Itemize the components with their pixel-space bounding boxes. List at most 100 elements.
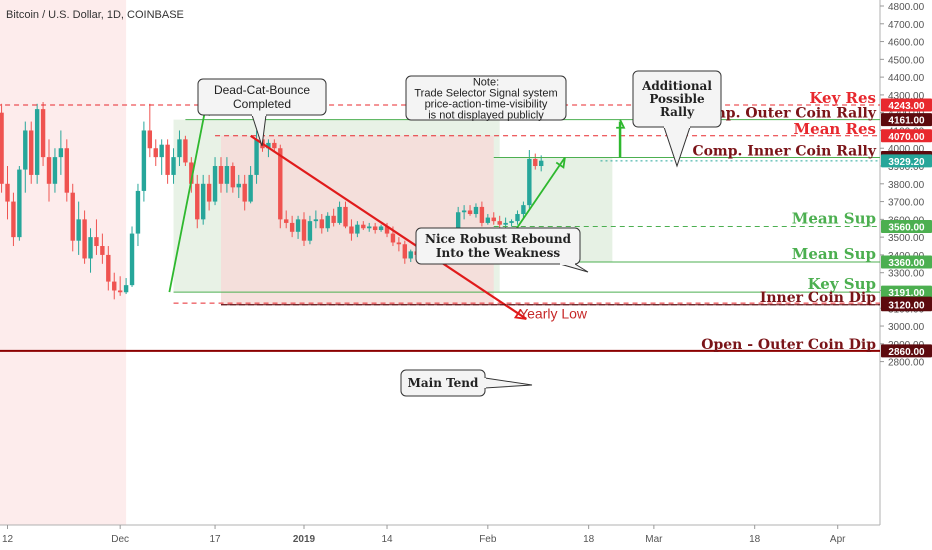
candle-body — [11, 201, 16, 238]
price-tick-label: 4700.00 — [888, 20, 925, 31]
candle-body — [106, 254, 111, 282]
candle-body — [266, 142, 271, 149]
candle-body — [289, 222, 295, 232]
candle-body — [337, 206, 342, 223]
price-tick-label: 3700.00 — [888, 198, 925, 209]
candle-body — [94, 237, 99, 247]
callout-text: price-action-time-visibility — [425, 98, 548, 110]
candle-body — [372, 226, 378, 231]
main-trend-arrow-head — [513, 308, 527, 320]
candle-body — [34, 109, 40, 175]
candle-body — [189, 162, 194, 184]
level-label: Mean Res — [794, 120, 876, 138]
candle-body — [171, 157, 176, 175]
time-tick-label: 2019 — [293, 534, 316, 545]
candle-body — [539, 160, 544, 167]
time-tick-label: Dec — [111, 534, 129, 545]
callout-text: Additional — [641, 79, 712, 93]
candle-body — [491, 217, 496, 222]
price-tag-text: 4161.00 — [888, 116, 925, 127]
callout-tail — [559, 263, 589, 273]
callout-box — [405, 75, 567, 121]
candle-body — [307, 221, 313, 241]
time-tick-label: Mar — [645, 534, 663, 545]
callout-box — [415, 227, 581, 265]
price-tag — [881, 129, 932, 143]
main-tend-callout: Main Tend — [400, 369, 533, 397]
candle-body — [396, 242, 402, 245]
price-tick-label: 4300.00 — [888, 91, 925, 102]
chart-title: Bitcoin / U.S. Dollar, 1D, COINBASE — [6, 9, 184, 21]
candle-body — [521, 205, 526, 215]
price-tag-text: 3360.00 — [888, 258, 925, 269]
candle-body — [100, 246, 105, 255]
candle-body — [88, 237, 93, 259]
candle-body — [473, 206, 479, 215]
price-tag-text: 3191.00 — [888, 288, 925, 299]
level-label: Key Sup — [808, 275, 876, 293]
candle-body — [177, 139, 182, 158]
candle-body — [17, 169, 22, 238]
candle-body — [58, 148, 64, 158]
candle-body — [165, 144, 170, 175]
candle-body — [123, 285, 129, 293]
main-trend-line — [250, 134, 527, 320]
rally-arrow-head — [616, 119, 626, 129]
time-tick-label: 18 — [583, 534, 595, 545]
candle-body — [76, 219, 81, 241]
candle-body — [159, 144, 164, 158]
price-tick-label: 4600.00 — [888, 38, 925, 49]
candle-body — [284, 219, 289, 223]
candle-body — [230, 166, 236, 188]
price-tick-label: 3000.00 — [888, 322, 925, 333]
candle-body — [272, 142, 277, 149]
candle-body — [183, 139, 188, 163]
candle-body — [378, 226, 384, 231]
price-tick-label: 2800.00 — [888, 358, 925, 369]
candle-body — [408, 251, 413, 259]
candle-body — [503, 222, 508, 225]
candle-body — [224, 166, 230, 184]
time-tick-label: 18 — [749, 534, 761, 545]
bearish-shade-region — [0, 0, 127, 525]
price-tag-text: 3560.00 — [888, 222, 925, 233]
time-tick-label: 17 — [209, 534, 221, 545]
candle-body — [390, 233, 396, 243]
candle-body — [467, 210, 473, 215]
candle-body — [461, 210, 467, 213]
candle-body — [46, 157, 52, 184]
candle-body — [112, 281, 117, 291]
bounce-trend-line — [168, 104, 208, 293]
candle-body — [206, 183, 212, 202]
candle-body — [64, 148, 69, 193]
level-label: Comp. Outer Coin Rally — [691, 106, 877, 122]
price-tag-text: 4070.00 — [888, 132, 925, 143]
candle-body — [509, 221, 514, 223]
candle-body — [129, 233, 135, 286]
candle-body — [343, 206, 348, 227]
price-tick-label: 4000.00 — [888, 144, 925, 155]
level-label: Mean Sup — [792, 245, 876, 263]
candle-body — [5, 183, 10, 202]
candle-body — [479, 206, 485, 223]
candle-body — [218, 166, 224, 184]
price-tag — [881, 219, 932, 233]
price-tag — [881, 344, 932, 358]
price-tick-label: 3300.00 — [888, 269, 925, 280]
callout-text: Trade Selector Signal system — [414, 87, 557, 99]
callout-text: Rally — [660, 105, 695, 119]
price-tick-label: 3800.00 — [888, 180, 925, 191]
price-tag-text: 4243.00 — [888, 101, 925, 112]
candle-body — [248, 174, 253, 202]
callout-text: Possible — [649, 92, 705, 106]
candle-body — [527, 158, 532, 206]
candle-body — [497, 221, 502, 225]
candle-body — [325, 215, 330, 229]
callout-text: Note: — [473, 76, 499, 88]
candle-body — [141, 130, 147, 191]
price-tag — [881, 285, 932, 299]
candle-body — [367, 226, 372, 229]
